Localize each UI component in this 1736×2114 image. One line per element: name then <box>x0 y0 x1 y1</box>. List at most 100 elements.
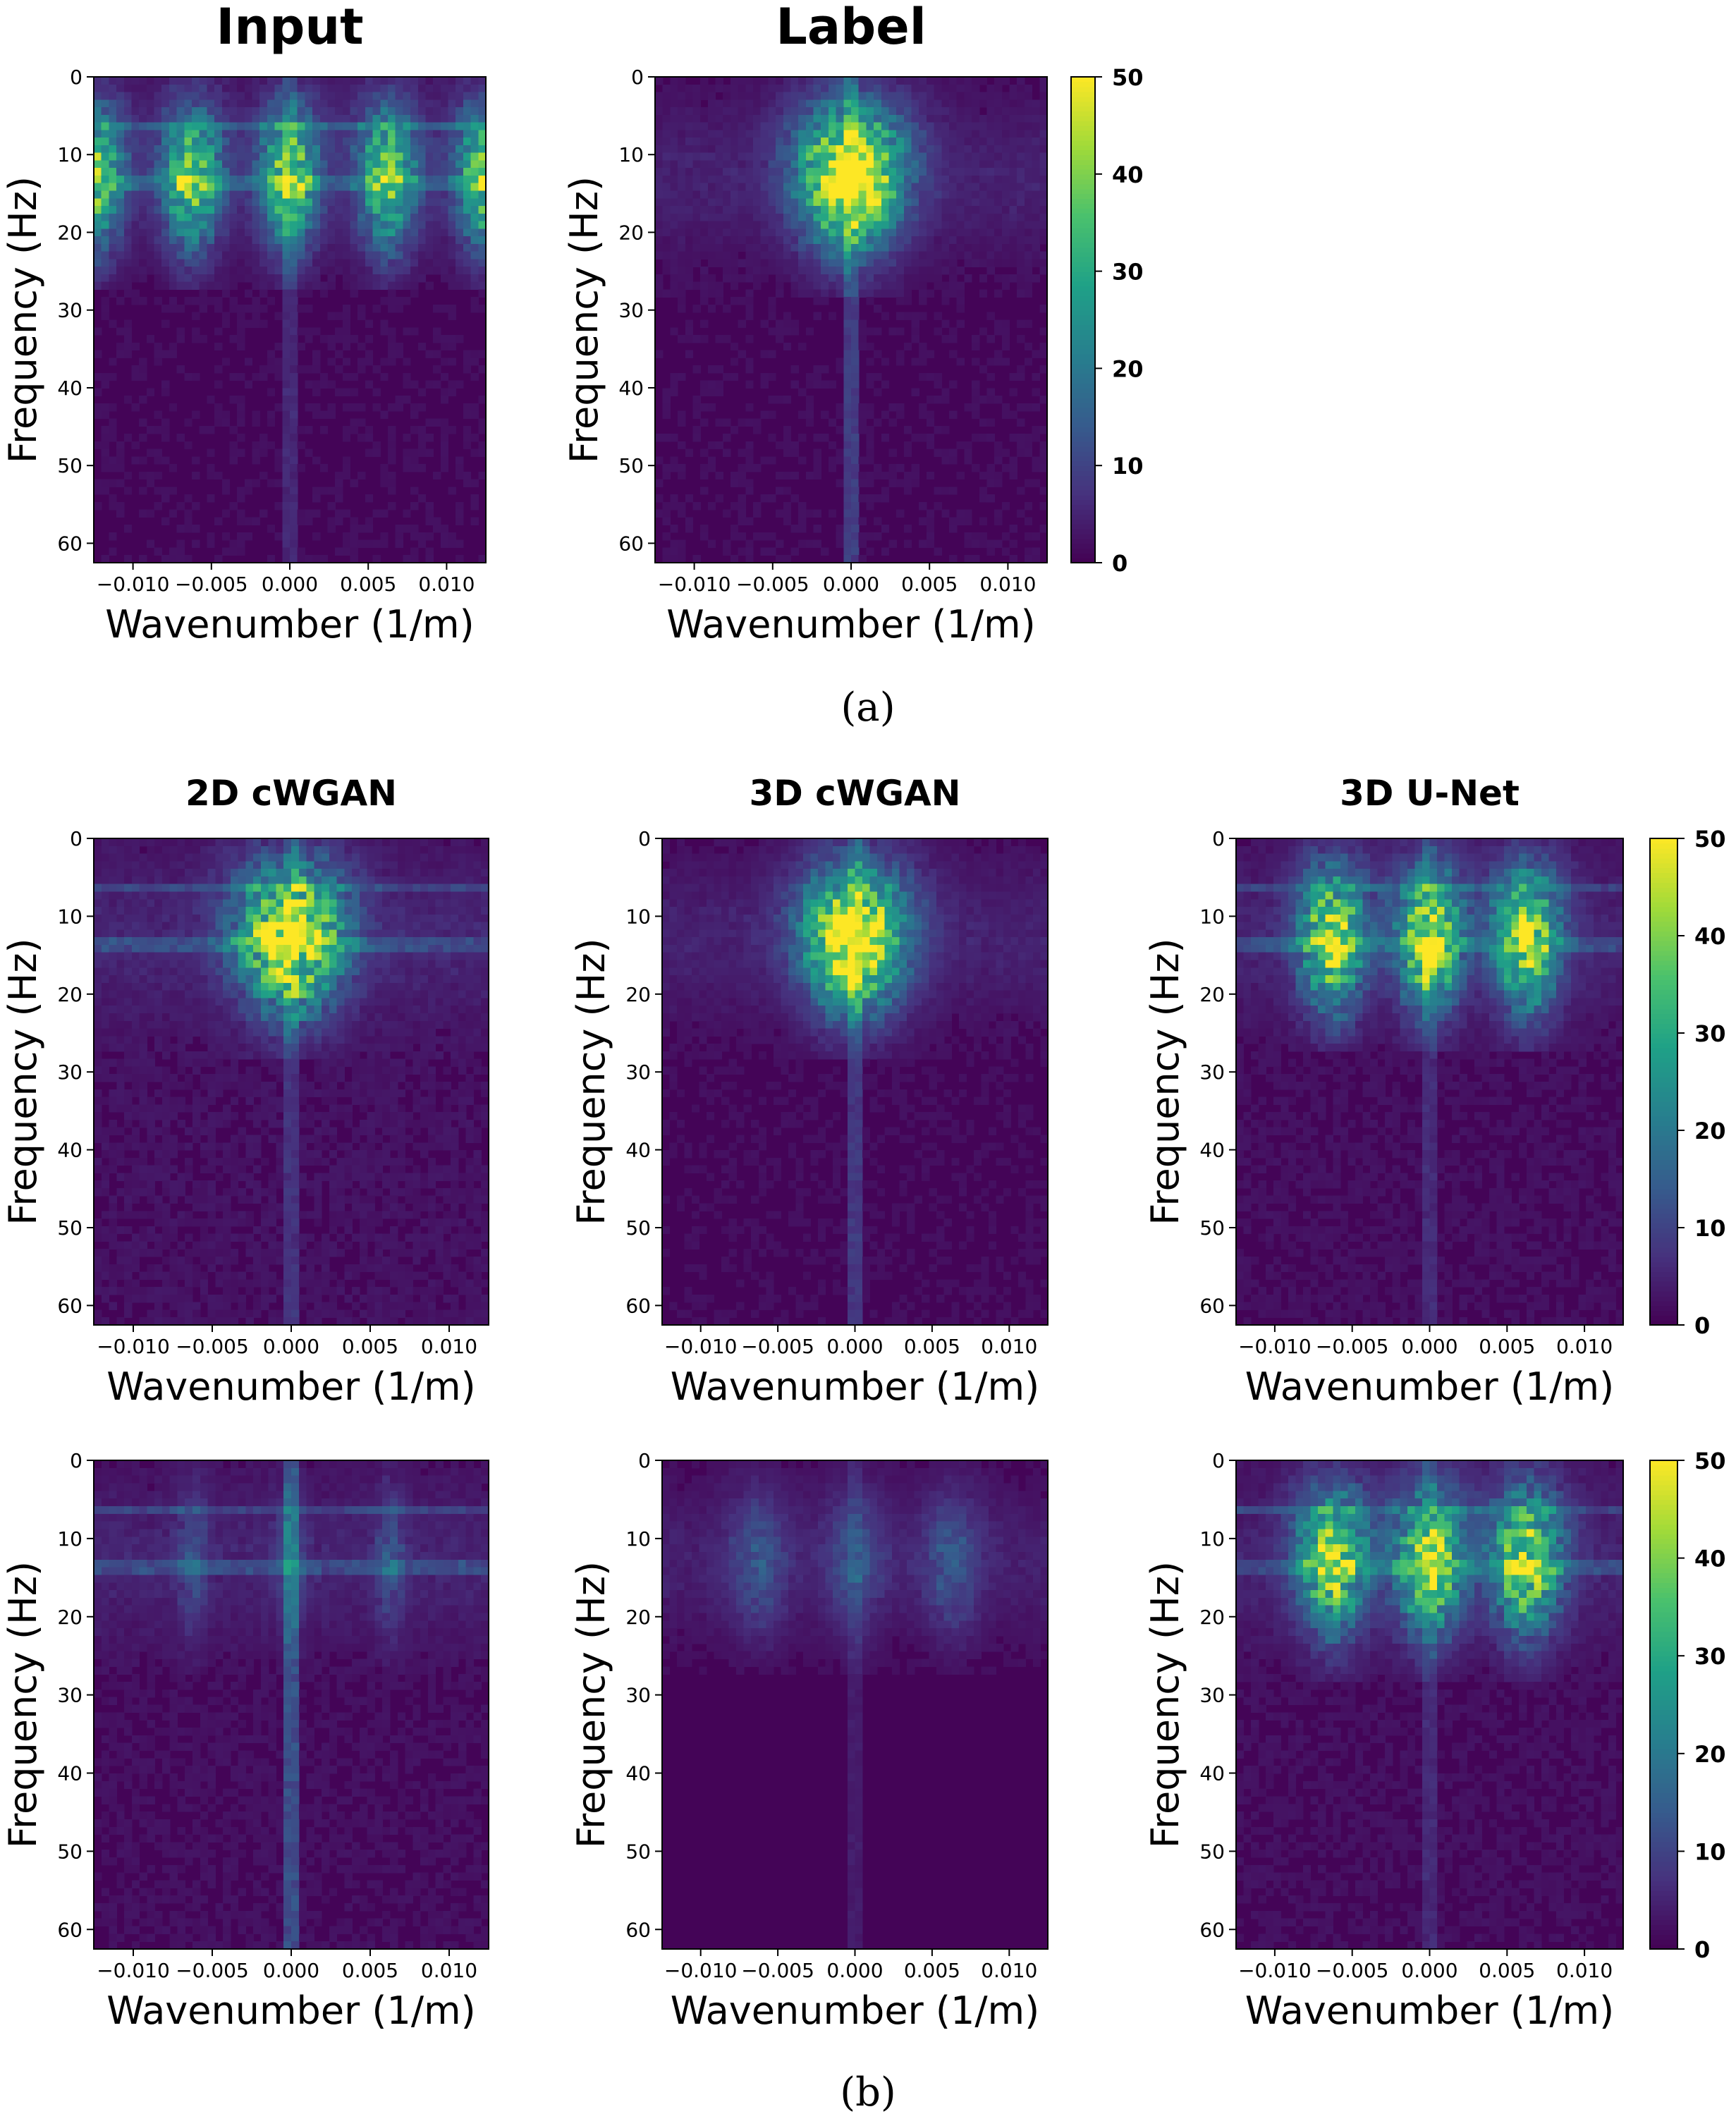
heatmap-cell <box>433 77 441 85</box>
heatmap-cell <box>185 899 193 908</box>
heatmap-cell <box>448 221 456 229</box>
heatmap-cell <box>874 77 882 85</box>
heatmap-cell <box>374 838 383 847</box>
heatmap-cell <box>926 138 935 146</box>
heatmap-cell <box>184 107 192 116</box>
heatmap-cell <box>274 228 283 237</box>
heatmap-cell <box>753 160 762 169</box>
heatmap-cell <box>380 183 389 192</box>
heatmap-cell <box>410 448 419 457</box>
heatmap-cell <box>881 175 890 184</box>
heatmap-cell <box>685 107 694 116</box>
heatmap-cell <box>357 160 366 169</box>
heatmap-cell <box>94 251 102 259</box>
heatmap-cell <box>994 448 1003 457</box>
heatmap-cell <box>994 221 1003 229</box>
heatmap-cell <box>828 168 837 176</box>
heatmap-cell <box>994 99 1003 108</box>
heatmap-cell <box>314 853 322 862</box>
heatmap-cell <box>312 236 321 245</box>
heatmap-cell <box>843 84 852 93</box>
heatmap-cell <box>312 403 321 412</box>
heatmap-cell <box>425 107 434 116</box>
heatmap-cell <box>365 213 374 222</box>
heatmap-cell <box>290 77 298 85</box>
heatmap-cell <box>290 555 298 563</box>
heatmap-cell <box>798 539 807 549</box>
heatmap-cell <box>169 853 178 862</box>
heatmap-cell <box>161 838 171 847</box>
heatmap-cell <box>753 509 762 518</box>
heatmap-cell <box>760 532 769 541</box>
heatmap-cell <box>139 160 147 169</box>
heatmap-cell <box>678 160 686 169</box>
heatmap-cell <box>851 84 860 93</box>
heatmap-cell <box>237 92 245 100</box>
heatmap-cell <box>336 891 345 900</box>
heatmap-cell <box>245 876 254 885</box>
heatmap-cell <box>821 236 829 245</box>
heatmap-cell <box>123 335 133 343</box>
heatmap-cell <box>700 380 709 389</box>
heatmap-cell <box>259 130 268 138</box>
heatmap-cell <box>700 471 709 480</box>
heatmap-cell <box>433 138 441 146</box>
heatmap-cell <box>745 312 754 321</box>
heatmap-cell <box>388 198 396 207</box>
heatmap-cell <box>851 267 860 275</box>
heatmap-cell <box>221 77 231 85</box>
heatmap-cell <box>403 448 411 457</box>
heatmap-cell <box>972 358 980 366</box>
heatmap-cell <box>1009 236 1017 245</box>
heatmap-cell <box>805 380 814 389</box>
heatmap-cell <box>319 145 329 154</box>
colorbar-segment <box>1071 159 1095 165</box>
heatmap-cell <box>207 869 216 877</box>
heatmap-cell <box>417 175 427 184</box>
heatmap-cell <box>851 92 860 100</box>
heatmap-cell <box>252 259 260 267</box>
heatmap-cell <box>456 509 464 518</box>
heatmap-cell <box>473 899 482 908</box>
heatmap-cell <box>282 365 291 374</box>
heatmap-cell <box>297 327 305 336</box>
heatmap-cell <box>109 198 117 207</box>
heatmap-cell <box>903 267 912 275</box>
heatmap-cell <box>109 899 117 908</box>
heatmap-cell <box>1001 160 1010 169</box>
heatmap-cell <box>161 236 170 245</box>
heatmap-cell <box>934 138 942 146</box>
heatmap-cell <box>753 138 762 146</box>
heatmap-cell <box>298 869 307 877</box>
heatmap-cell <box>874 228 882 237</box>
heatmap-cell <box>443 899 451 908</box>
heatmap-cell <box>753 114 762 123</box>
heatmap-cell <box>123 99 133 108</box>
heatmap-cell <box>433 152 441 161</box>
heatmap-cell <box>949 259 958 267</box>
heatmap-cell <box>297 221 305 229</box>
heatmap-cell <box>199 190 207 199</box>
heatmap-cell <box>941 190 950 199</box>
heatmap-cell <box>207 138 215 146</box>
heatmap-cell <box>237 190 245 199</box>
heatmap-cell <box>805 289 814 298</box>
heatmap-cell <box>979 92 988 100</box>
heatmap-cell <box>319 487 329 495</box>
colorbar-segment <box>1071 242 1095 248</box>
heatmap-cell <box>941 289 950 298</box>
heatmap-cell <box>888 77 897 85</box>
heatmap-cell <box>327 312 336 321</box>
heatmap-cell <box>192 297 200 305</box>
heatmap-cell <box>662 190 671 199</box>
heatmap-cell <box>1017 122 1025 130</box>
heatmap-cell <box>463 198 472 207</box>
heatmap-cell <box>723 448 731 457</box>
heatmap-cell <box>655 168 664 176</box>
heatmap-cell <box>919 251 927 259</box>
heatmap-cell <box>911 388 919 396</box>
heatmap-cell <box>161 845 171 855</box>
heatmap-cell <box>252 274 260 283</box>
heatmap-cell <box>828 99 837 108</box>
heatmap-cell <box>874 114 882 123</box>
